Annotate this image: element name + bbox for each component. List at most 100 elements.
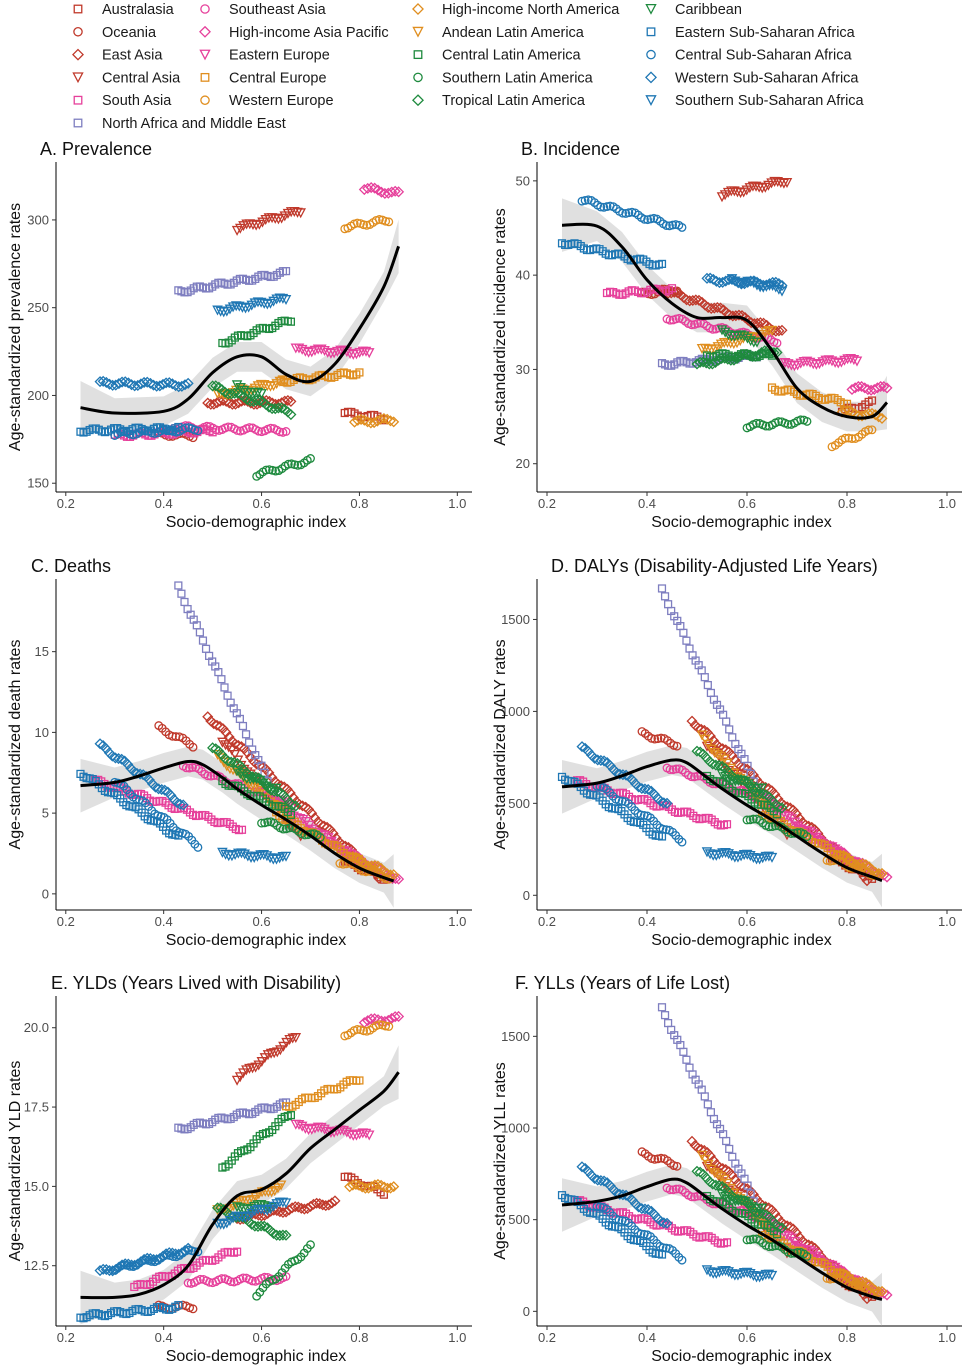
legend-label-oceania: Oceania [102,25,157,41]
series-high-income-north-america [831,849,888,880]
point-central-asia [229,750,241,761]
point-southern-sub-saharan-africa [280,295,292,306]
series-central-sub-saharan-africa [577,195,687,232]
point-central-asia [223,742,234,753]
point-oceania [188,742,198,752]
series-southern-sub-saharan-africa [701,847,778,865]
point-north-africa-and-middle-east [238,721,248,731]
point-western-sub-saharan-africa [113,378,125,390]
series-southern-sub-saharan-africa [726,274,788,297]
x-tick-label: 1.0 [938,914,956,929]
point-central-latin-america [772,1230,782,1239]
point-east-asia [733,309,745,321]
y-tick-label: 17.5 [24,1100,49,1115]
point-southern-sub-saharan-africa [234,1211,245,1222]
point-central-europe [355,1076,364,1085]
point-east-asia [311,1197,323,1209]
loess-fit-line [561,758,883,883]
point-east-asia [301,1202,313,1214]
point-east-asia [285,395,297,407]
point-north-africa-and-middle-east [180,597,189,607]
point-southeast-asia [217,1274,227,1284]
series-southeast-asia [183,1272,291,1288]
point-central-sub-saharan-africa [138,426,147,436]
point-western-sub-saharan-africa [134,768,146,780]
point-tropical-latin-america [210,380,222,392]
point-central-asia [217,737,228,748]
point-oceania [653,1154,663,1164]
point-western-sub-saharan-africa [97,1263,109,1275]
legend-label-eastern-europe: Eastern Europe [229,48,330,64]
point-western-sub-saharan-africa [182,377,194,389]
point-east-asia [668,286,680,298]
point-east-asia [202,397,214,409]
x-tick-label: 0.2 [538,496,556,511]
point-east-asia [315,819,327,831]
point-caribbean [231,766,243,777]
point-east-asia [309,812,321,824]
point-central-sub-saharan-africa [661,221,671,230]
point-western-europe [381,1021,391,1031]
point-southeast-asia [184,763,194,773]
point-high-income-north-america [876,412,888,424]
y-tick-label: 150 [27,476,49,491]
y-tick-label: 12.5 [24,1258,49,1273]
point-southern-sub-saharan-africa [215,306,226,317]
point-high-income-north-america [834,849,846,861]
point-southeast-asia [693,319,702,328]
point-tropical-latin-america [285,408,297,421]
point-high-income-north-america [876,867,888,879]
point-central-latin-america [772,810,782,819]
point-western-sub-saharan-africa [100,376,112,388]
point-caribbean [716,1189,728,1200]
point-southern-sub-saharan-africa [763,851,775,862]
point-north-africa-and-middle-east [746,1189,755,1198]
point-east-asia [226,398,238,410]
point-southeast-asia [281,427,291,436]
point-andean-latin-america [766,325,778,336]
point-western-europe [352,218,362,228]
point-southern-latin-america [764,1242,774,1252]
legend-marker-australasia [73,4,83,14]
point-caribbean [740,776,751,787]
legend-item-central-sub-saharan-africa: Central Sub-Saharan Africa [646,48,852,64]
loess-confidence-band [80,219,399,435]
point-western-sub-saharan-africa [119,1258,131,1270]
point-east-asia [323,1199,335,1211]
series-central-sub-saharan-africa [110,777,203,852]
point-southeast-asia [708,324,718,334]
point-southern-sub-saharan-africa [280,1198,292,1209]
point-western-sub-saharan-africa [592,1174,604,1186]
point-caribbean [716,325,728,336]
point-caribbean [738,331,750,342]
point-western-sub-saharan-africa [655,1215,667,1227]
point-high-income-asia-pacific [393,1010,405,1022]
point-central-latin-america [286,317,296,326]
panel-title: C. Deaths [31,556,111,576]
point-western-europe [374,1020,384,1030]
point-oceania [672,1161,682,1171]
point-andean-latin-america [262,381,273,392]
y-tick-label: 0 [42,886,49,901]
series-southern-latin-america [742,415,812,433]
point-western-sub-saharan-africa [576,741,588,753]
point-central-sub-saharan-africa [658,1243,668,1253]
point-central-sub-saharan-africa [193,842,203,852]
point-southeast-asia [181,763,191,773]
point-north-africa-and-middle-east [722,717,731,726]
point-andean-latin-america [237,384,248,395]
point-north-africa-and-middle-east [664,1018,673,1028]
legend-marker-central-sub-saharan-africa [646,49,656,60]
point-caribbean [235,1203,246,1214]
series-high-income-asia-pacific [358,182,405,200]
point-southern-latin-america [306,1240,315,1250]
point-central-asia [278,1041,289,1052]
point-central-asia [220,740,231,751]
point-southern-sub-saharan-africa [234,301,245,312]
y-tick-label: 500 [508,1212,530,1227]
legend-marker-central-latin-america [413,50,423,60]
point-western-sub-saharan-africa [182,1242,194,1254]
point-southern-latin-america [284,823,294,833]
point-caribbean [238,772,249,783]
legend-item-central-asia: Central Asia [72,70,181,86]
